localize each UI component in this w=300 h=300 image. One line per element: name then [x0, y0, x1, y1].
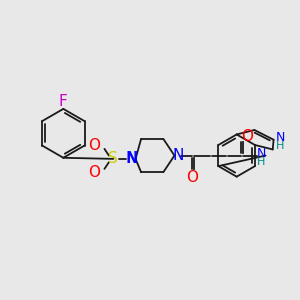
Text: O: O: [186, 170, 198, 185]
Text: F: F: [59, 94, 68, 109]
Text: O: O: [88, 138, 101, 153]
Text: H: H: [257, 157, 265, 167]
Text: N: N: [125, 152, 137, 166]
Text: N: N: [127, 152, 138, 166]
Text: S: S: [109, 152, 118, 166]
Text: N: N: [276, 131, 285, 144]
Text: H: H: [276, 141, 284, 152]
Text: N: N: [256, 147, 266, 160]
Text: N: N: [172, 148, 184, 163]
Text: O: O: [88, 165, 101, 180]
Text: O: O: [241, 129, 253, 144]
